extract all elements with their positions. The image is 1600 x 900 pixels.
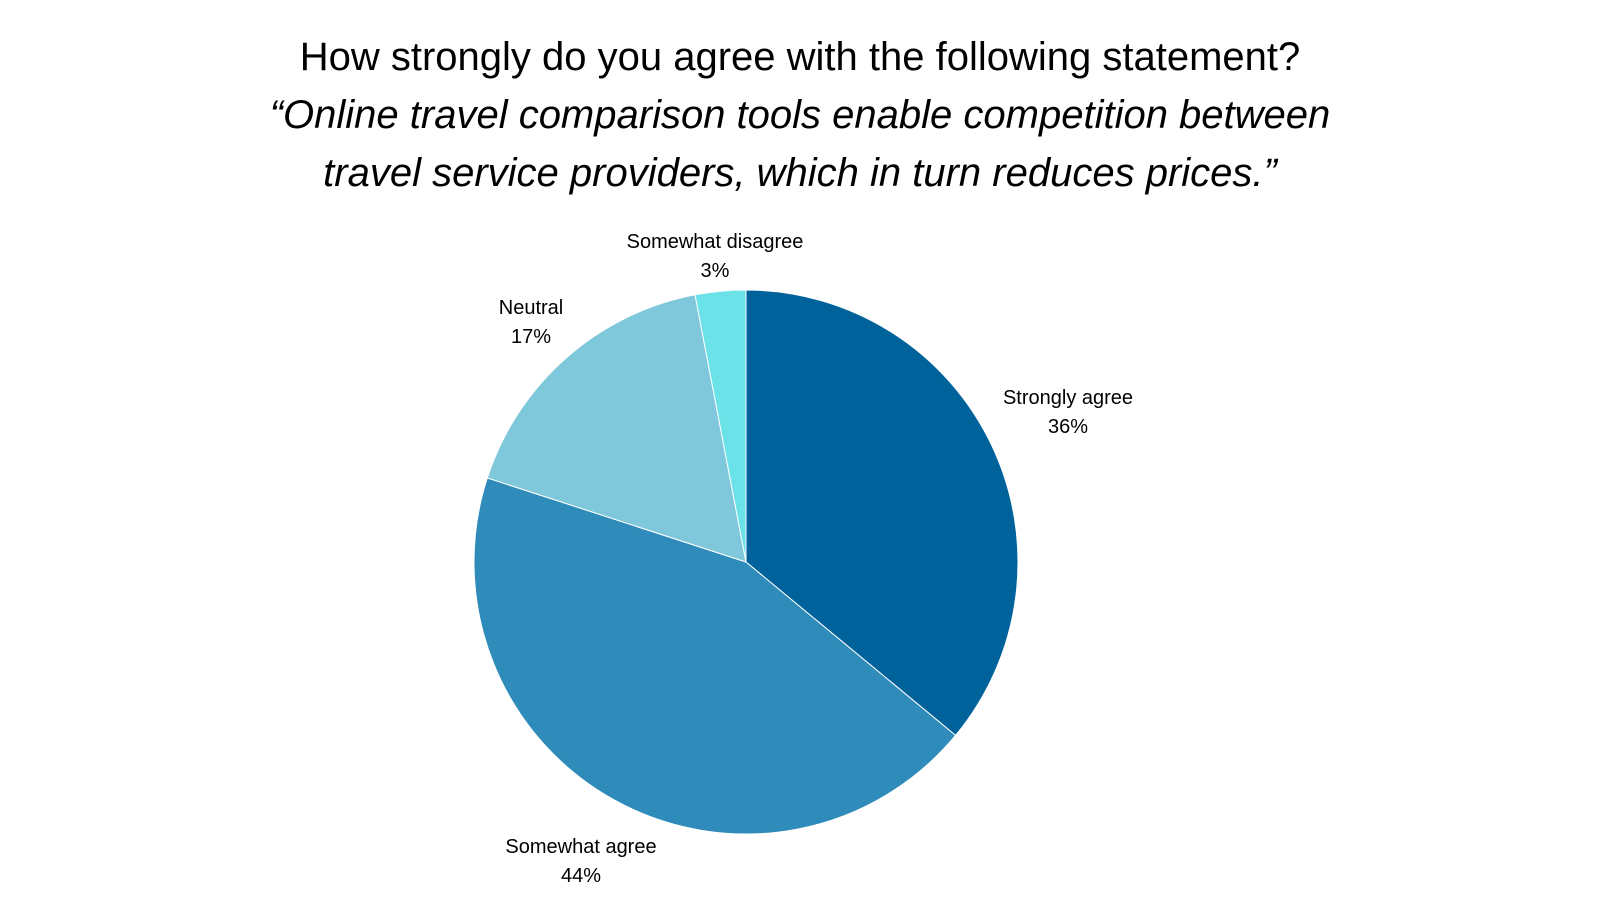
pie-slice-neutral <box>486 294 747 563</box>
slice-value-neutral: 17% <box>511 326 551 348</box>
slice-label-somewhat-disagree: Somewhat disagree <box>627 231 804 253</box>
chart-title: How strongly do you agree with the follo… <box>300 35 1301 79</box>
pie-slices <box>473 289 1019 835</box>
slice-value-somewhat-disagree: 3% <box>701 260 730 282</box>
pie-slice-somewhat-agree <box>473 477 957 835</box>
pie-slice-strongly-agree <box>745 289 1019 737</box>
slice-label-neutral: Neutral <box>499 297 563 319</box>
slice-value-strongly-agree: 36% <box>1048 416 1088 438</box>
pie-labels: Strongly agree 36% Somewhat agree 44% Neutra… <box>499 231 1133 887</box>
pie-slice-somewhat-disagree <box>694 289 747 563</box>
slice-label-strongly-agree: Strongly agree <box>1003 387 1133 409</box>
chart-subtitle-line-1: “Online travel comparison tools enable c… <box>270 93 1331 137</box>
slice-value-somewhat-agree: 44% <box>561 865 601 887</box>
chart-subtitle-line-2: travel service providers, which in turn … <box>323 151 1278 195</box>
slice-label-somewhat-agree: Somewhat agree <box>505 836 656 858</box>
